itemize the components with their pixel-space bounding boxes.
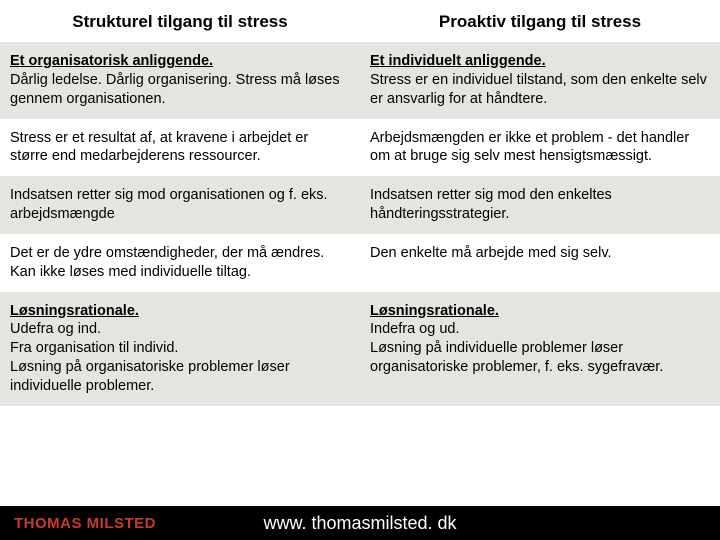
cell-title: Et organisatorisk anliggende. — [10, 53, 213, 69]
cell-body: Indefra og ud.Løsning på individuelle pr… — [370, 321, 663, 375]
content-area: Strukturel tilgang til stress Proaktiv t… — [0, 0, 720, 506]
cell-title: Løsningsrationale. — [370, 303, 499, 319]
cell-body: Dårlig ledelse. Dårlig organisering. Str… — [10, 72, 340, 107]
footer-bar: THOMAS MILSTED www. thomasmilsted. dk — [0, 506, 720, 540]
cell-right: Et individuelt anliggende. Stress er en … — [360, 42, 720, 119]
cell-right: Arbejdsmængden er ikke et problem - det … — [360, 119, 720, 177]
cell-right: Løsningsrationale. Indefra og ud.Løsning… — [360, 292, 720, 406]
comparison-table: Strukturel tilgang til stress Proaktiv t… — [0, 0, 720, 406]
cell-body: Stress er en individuel tilstand, som de… — [370, 72, 707, 107]
cell-left: Et organisatorisk anliggende. Dårlig led… — [0, 42, 360, 119]
header-right: Proaktiv tilgang til stress — [360, 0, 720, 42]
cell-right: Indsatsen retter sig mod den enkeltes hå… — [360, 176, 720, 234]
cell-left: Løsningsrationale. Udefra og ind.Fra org… — [0, 292, 360, 406]
table-row: Indsatsen retter sig mod organisationen … — [0, 176, 720, 234]
table-row: Stress er et resultat af, at kravene i a… — [0, 119, 720, 177]
cell-body: Udefra og ind.Fra organisation til indiv… — [10, 321, 290, 394]
cell-title: Et individuelt anliggende. — [370, 53, 546, 69]
cell-right: Den enkelte må arbejde med sig selv. — [360, 234, 720, 292]
table-header-row: Strukturel tilgang til stress Proaktiv t… — [0, 0, 720, 42]
header-left: Strukturel tilgang til stress — [0, 0, 360, 42]
footer-url: www. thomasmilsted. dk — [263, 513, 456, 534]
table-row: Det er de ydre omstændigheder, der må æn… — [0, 234, 720, 292]
cell-left: Indsatsen retter sig mod organisationen … — [0, 176, 360, 234]
cell-left: Det er de ydre omstændigheder, der må æn… — [0, 234, 360, 292]
table-row: Et organisatorisk anliggende. Dårlig led… — [0, 42, 720, 119]
footer-author: THOMAS MILSTED — [0, 515, 156, 532]
table-row: Løsningsrationale. Udefra og ind.Fra org… — [0, 292, 720, 406]
cell-left: Stress er et resultat af, at kravene i a… — [0, 119, 360, 177]
cell-title: Løsningsrationale. — [10, 303, 139, 319]
